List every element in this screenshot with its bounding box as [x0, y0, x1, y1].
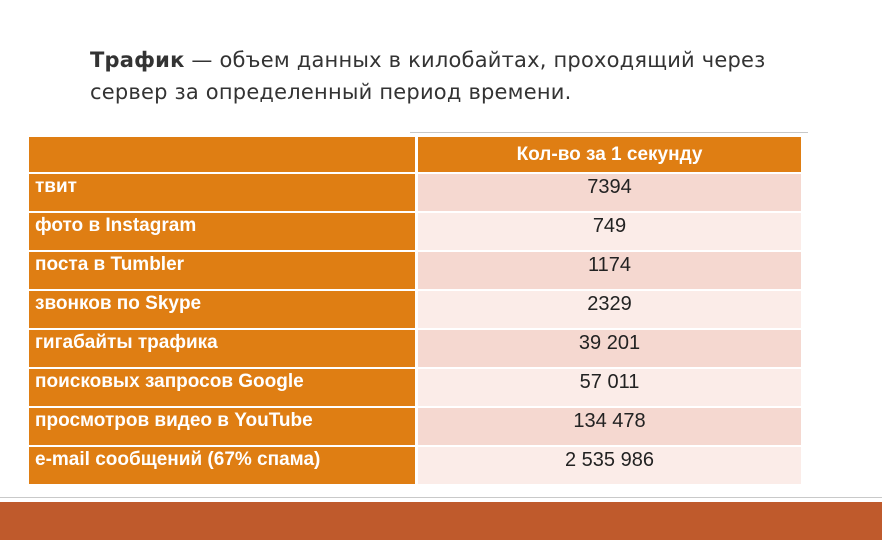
table-header-row: Кол-во за 1 секунду	[29, 137, 801, 174]
row-value: 2329	[418, 291, 801, 330]
term-title: Трафик	[90, 48, 185, 72]
row-value: 134 478	[418, 408, 801, 447]
row-value: 1174	[418, 252, 801, 291]
table-row: поста в Tumbler 1174	[29, 252, 801, 291]
row-value: 7394	[418, 174, 801, 213]
row-label: фото в Instagram	[29, 213, 418, 252]
row-value: 749	[418, 213, 801, 252]
term-definition: — объем данных в килобайтах, проходящий …	[90, 48, 766, 104]
row-label: поисковых запросов Google	[29, 369, 418, 408]
table-row: твит 7394	[29, 174, 801, 213]
header-label-cell	[29, 137, 418, 174]
table-top-rule	[410, 132, 808, 133]
table-row: фото в Instagram 749	[29, 213, 801, 252]
row-value: 57 011	[418, 369, 801, 408]
row-label: поста в Tumbler	[29, 252, 418, 291]
intro-paragraph: Трафик — объем данных в килобайтах, прох…	[90, 44, 830, 108]
table-row: e-mail сообщений (67% спама) 2 535 986	[29, 447, 801, 486]
traffic-table: Кол-во за 1 секунду твит 7394 фото в Ins…	[29, 137, 801, 486]
table-row: гигабайты трафика 39 201	[29, 330, 801, 369]
header-value-cell: Кол-во за 1 секунду	[418, 137, 801, 174]
row-label: просмотров видео в YouTube	[29, 408, 418, 447]
row-label: твит	[29, 174, 418, 213]
row-value: 39 201	[418, 330, 801, 369]
row-label: гигабайты трафика	[29, 330, 418, 369]
table-row: просмотров видео в YouTube 134 478	[29, 408, 801, 447]
footer-divider	[0, 497, 882, 498]
row-value: 2 535 986	[418, 447, 801, 486]
row-label: звонков по Skype	[29, 291, 418, 330]
row-label: e-mail сообщений (67% спама)	[29, 447, 418, 486]
footer-accent-bar	[0, 502, 882, 540]
table-row: звонков по Skype 2329	[29, 291, 801, 330]
table-row: поисковых запросов Google 57 011	[29, 369, 801, 408]
